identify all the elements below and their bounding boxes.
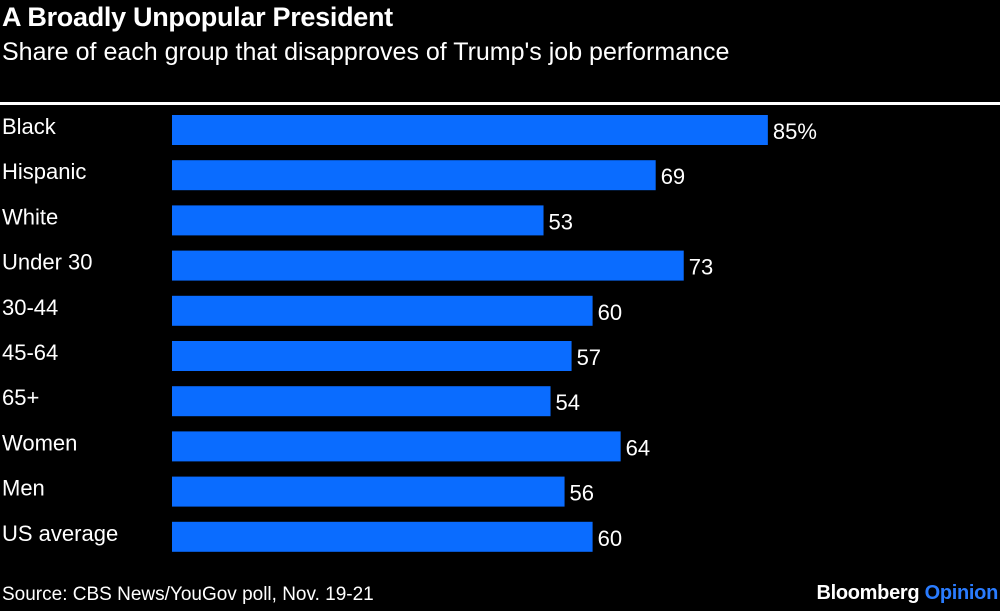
bar-30-44: [172, 295, 593, 326]
category-label: 45-64: [2, 340, 58, 365]
chart-subtitle: Share of each group that disapproves of …: [2, 38, 730, 66]
header-divider: [0, 102, 1000, 105]
category-label: Men: [2, 476, 45, 501]
bar-black: [172, 115, 768, 145]
data-label: 60: [598, 300, 622, 325]
data-label: 53: [549, 209, 573, 234]
bar-men: [172, 476, 565, 507]
data-label: 73: [689, 255, 713, 280]
data-label: 69: [661, 164, 685, 189]
logo-section: Opinion: [924, 582, 999, 604]
bar-us-average: [172, 521, 593, 552]
data-label: 56: [570, 481, 594, 506]
bloomberg-opinion-logo: Bloomberg Opinion: [816, 582, 998, 605]
logo-brand: Bloomberg: [816, 582, 920, 604]
bar-45-64: [172, 341, 572, 371]
data-label: 85%: [773, 119, 817, 144]
category-label: Under 30: [2, 250, 93, 275]
bar-65-: [172, 386, 551, 417]
category-label: Black: [2, 114, 57, 139]
category-label: 30-44: [2, 295, 58, 320]
data-label: 54: [556, 390, 580, 415]
category-label: 65+: [2, 385, 39, 410]
category-label: Women: [2, 430, 77, 455]
bar-hispanic: [172, 160, 656, 191]
data-label: 60: [598, 526, 622, 551]
data-label: 64: [626, 435, 650, 460]
category-label: Hispanic: [2, 159, 86, 184]
chart-title: A Broadly Unpopular President: [2, 2, 393, 32]
category-label: US average: [2, 521, 118, 546]
source-note: Source: CBS News/YouGov poll, Nov. 19-21: [2, 584, 374, 605]
bar-under-30: [172, 250, 684, 281]
category-label: White: [2, 204, 58, 229]
bar-white: [172, 205, 544, 236]
bar-women: [172, 431, 621, 462]
data-label: 57: [577, 345, 601, 370]
